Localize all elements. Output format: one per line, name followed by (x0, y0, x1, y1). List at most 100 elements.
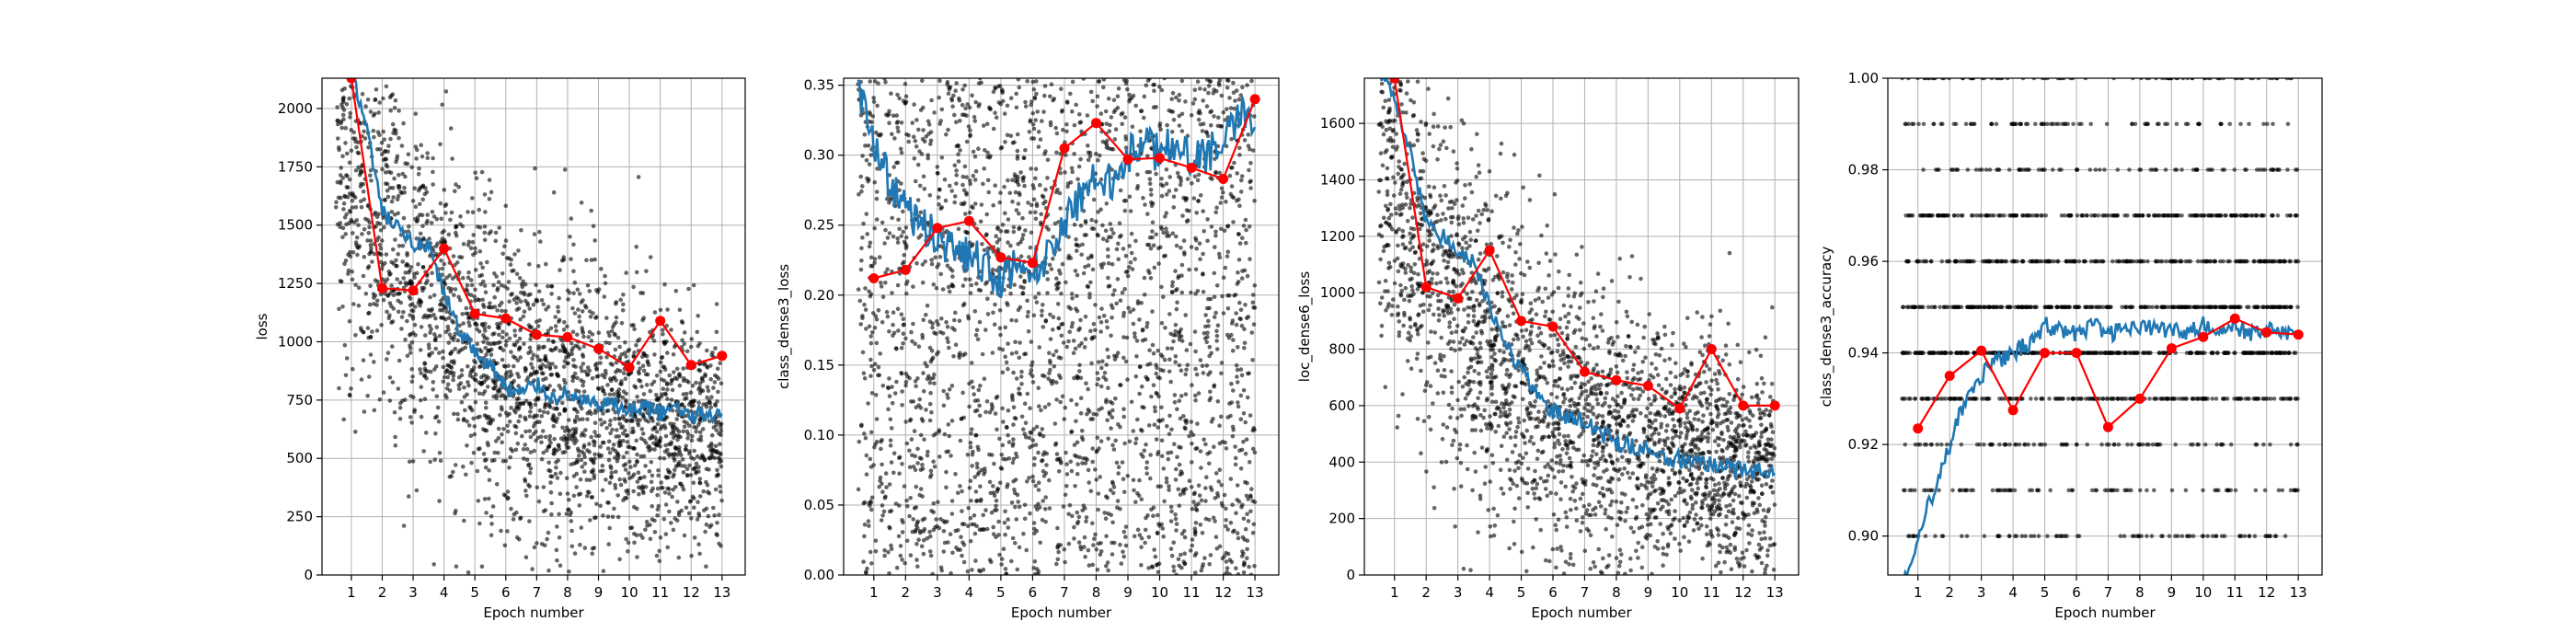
batch-point (876, 373, 880, 378)
batch-point (1183, 372, 1188, 377)
batch-point (1002, 184, 1006, 190)
batch-point (514, 271, 520, 277)
batch-point (1169, 509, 1174, 514)
batch-point (544, 364, 548, 369)
batch-point (1131, 307, 1136, 312)
batch-point (1193, 503, 1199, 508)
batch-point (965, 453, 971, 457)
batch-point (500, 329, 505, 335)
batch-point (908, 417, 914, 422)
batch-point (482, 230, 488, 236)
batch-point (1094, 219, 1098, 224)
batch-point (546, 362, 552, 366)
batch-point (614, 301, 618, 306)
batch-point (574, 471, 579, 477)
batch-point (562, 450, 568, 454)
batch-point (1246, 132, 1251, 137)
batch-point (368, 283, 373, 289)
batch-point (1104, 534, 1109, 539)
batch-point (1101, 85, 1106, 90)
batch-point (451, 338, 456, 342)
batch-point (985, 312, 991, 316)
batch-point (1163, 214, 1167, 219)
batch-point (515, 441, 521, 446)
batch-point (713, 402, 718, 407)
batch-point (936, 500, 940, 505)
batch-point (682, 341, 686, 347)
batch-point (467, 323, 472, 328)
batch-point (389, 283, 394, 288)
batch-point (460, 347, 466, 351)
batch-point (478, 261, 483, 266)
batch-point (956, 226, 961, 232)
batch-point (1230, 424, 1236, 430)
batch-point (1010, 535, 1016, 541)
batch-point (895, 306, 901, 312)
batch-point (923, 259, 927, 264)
batch-point (342, 193, 347, 199)
batch-point (663, 502, 669, 507)
batch-point (1228, 520, 1234, 525)
batch-point (1065, 181, 1071, 186)
batch-point (625, 432, 630, 438)
batch-point (908, 496, 913, 500)
batch-point (466, 380, 470, 385)
batch-point (1193, 238, 1199, 243)
batch-point (1053, 443, 1058, 447)
batch-point (1118, 188, 1123, 193)
batch-point (958, 148, 962, 153)
batch-point (1231, 428, 1236, 432)
batch-point (1146, 566, 1151, 570)
batch-point (500, 251, 505, 257)
batch-point (1098, 552, 1103, 558)
batch-point (701, 362, 707, 367)
batch-point (981, 527, 986, 532)
x-tick-label: 5 (470, 584, 479, 601)
batch-point (584, 493, 590, 499)
batch-point (409, 420, 414, 425)
batch-point (345, 174, 350, 178)
batch-point (1240, 236, 1245, 241)
batch-point (984, 526, 990, 532)
batch-point (868, 465, 874, 469)
batch-point (1066, 256, 1071, 260)
batch-point (1150, 564, 1155, 569)
batch-point (992, 322, 997, 328)
batch-point (671, 352, 676, 357)
batch-point (903, 282, 909, 287)
batch-point (1171, 540, 1176, 545)
batch-point (1008, 243, 1013, 248)
batch-point (428, 294, 432, 300)
batch-point (1072, 222, 1077, 227)
batch-point (536, 396, 541, 400)
batch-point (422, 374, 427, 379)
batch-point (1170, 280, 1175, 285)
batch-point (1003, 532, 1007, 537)
batch-point (599, 422, 604, 427)
batch-point (478, 363, 484, 369)
batch-point (549, 292, 554, 296)
batch-point (337, 147, 341, 153)
batch-point (1070, 513, 1075, 519)
batch-point (1057, 268, 1062, 273)
batch-point (434, 364, 439, 369)
batch-point (1112, 353, 1117, 359)
batch-point (566, 297, 570, 302)
batch-point (688, 400, 693, 405)
batch-point (345, 151, 350, 156)
batch-point (969, 498, 973, 503)
batch-point (895, 125, 900, 131)
batch-point (1127, 92, 1132, 98)
batch-point (1038, 540, 1042, 546)
batch-point (1224, 559, 1229, 564)
batch-point (866, 144, 871, 148)
batch-point (1056, 281, 1062, 285)
batch-point (1098, 111, 1104, 116)
batch-point (626, 372, 631, 377)
epoch-point (346, 78, 357, 84)
batch-point (1173, 516, 1179, 522)
batch-point (469, 368, 474, 373)
batch-point (708, 376, 713, 382)
batch-point (383, 170, 388, 175)
batch-point (605, 446, 611, 451)
